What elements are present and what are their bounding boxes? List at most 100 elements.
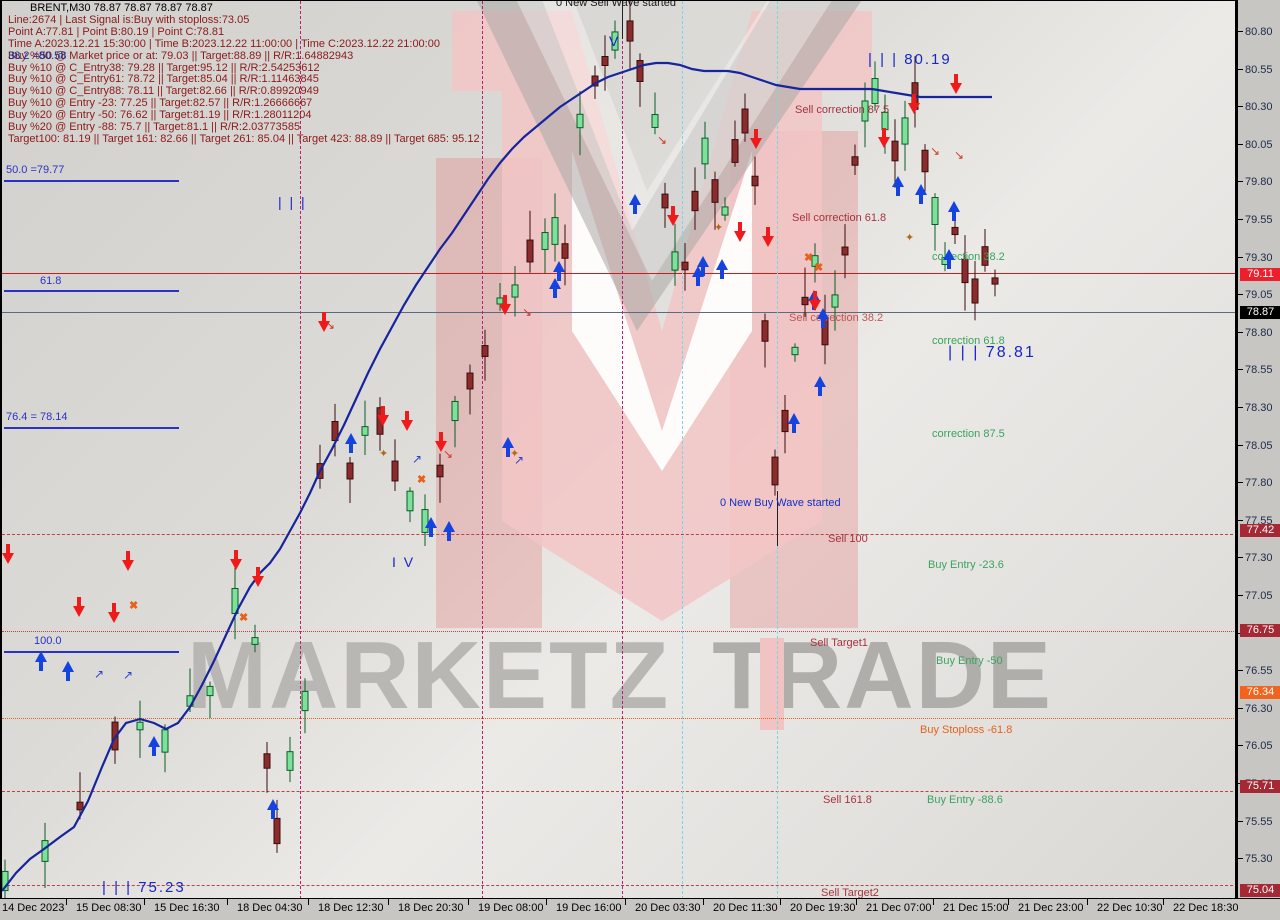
buy-signal-arrow-stem	[952, 211, 956, 221]
sell-signal-arrow	[230, 559, 242, 570]
vline-dark	[622, 1, 623, 39]
buy-signal-arrow-stem	[429, 527, 433, 537]
sell-signal-arrow	[750, 138, 762, 149]
cross-marker-icon: ✖	[239, 612, 249, 624]
sell-signal-arrow	[2, 553, 14, 564]
sell-signal-arrow-stem	[439, 432, 443, 442]
buy-outline-arrow-icon: ↗	[123, 668, 134, 682]
price-tick: 76.55	[1238, 665, 1280, 677]
sell-signal-arrow-stem	[954, 74, 958, 84]
time-tick-sep	[1008, 899, 1009, 905]
price-tick: 80.55	[1238, 64, 1280, 76]
wave-label-iv: I V	[392, 554, 416, 570]
buy-signal-arrow	[345, 433, 357, 444]
header-overlap-text: 38.2 =80.58	[8, 49, 67, 62]
time-tick: 21 Dec 23:00	[1018, 902, 1084, 914]
watermark-bar	[760, 638, 784, 730]
sell-outline-arrow-icon: ↘	[325, 318, 336, 332]
sell-signal-arrow	[73, 606, 85, 617]
header-line-1: Point A:77.81 | Point B:80.19 | Point C:…	[8, 25, 225, 38]
chart-header-info: BRENT,M30 78.87 78.87 78.87 78.87 Line:2…	[8, 2, 480, 146]
price-axis[interactable]: 80.80 80.55 80.30 80.05 79.80 79.55 79.30 79.05…	[1236, 0, 1280, 898]
annotation-correction-618: correction 61.8	[932, 335, 1005, 347]
time-tick-sep	[144, 899, 145, 905]
price-tag-76-34: 76.34	[1240, 686, 1280, 699]
fib-label-764: 76.4 = 78.14	[6, 411, 68, 423]
annotation-sell-1618: Sell 161.8	[823, 794, 872, 806]
buy-signal-arrow	[892, 176, 904, 187]
header-line-10: Target100: 81.19 || Target 161: 82.66 ||…	[8, 132, 480, 145]
buy-signal-arrow-stem	[896, 186, 900, 196]
annotation-buy-entry-50: Buy Entry -50	[936, 655, 1003, 667]
price-tag-77-42: 77.42	[1240, 524, 1280, 537]
time-axis[interactable]: 14 Dec 2023 15 Dec 08:30 15 Dec 16:30 18 De…	[0, 898, 1280, 920]
sell-signal-arrow	[950, 83, 962, 94]
price-tick: 78.55	[1238, 364, 1280, 376]
wave-label-7881: | | | 78.81	[948, 344, 1036, 361]
annotation-correction-875: correction 87.5	[932, 428, 1005, 440]
time-tick: 18 Dec 20:30	[398, 902, 464, 914]
buy-outline-arrow-icon: ↗	[412, 452, 423, 466]
fib-label-618: 61.8	[40, 275, 62, 287]
sell-outline-arrow-icon: ↘	[954, 148, 965, 162]
star-marker-icon: ✦	[510, 448, 520, 460]
level-line-sell1618	[2, 791, 1236, 792]
sell-signal-arrow-stem	[234, 550, 238, 560]
buy-signal-arrow	[716, 259, 728, 270]
time-tick: 22 Dec 18:30	[1173, 902, 1239, 914]
time-tick: 20 Dec 19:30	[790, 902, 856, 914]
time-tick: 22 Dec 10:30	[1097, 902, 1163, 914]
price-tick: 78.05	[1238, 440, 1280, 452]
sell-signal-arrow-stem	[503, 295, 507, 305]
cross-marker-icon: ✖	[814, 262, 824, 274]
vline-cyan	[777, 1, 778, 898]
annotation-sell-correction-875: Sell correction 87.5	[795, 104, 890, 116]
buy-signal-arrow-stem	[818, 386, 822, 396]
time-tick: 18 Dec 12:30	[318, 902, 384, 914]
brand-logo-watermark	[422, 1, 902, 621]
sell-signal-arrow-stem	[381, 406, 385, 416]
annotation-sell-100: Sell 100	[828, 533, 868, 545]
annotation-new-sell-wave: 0 New Sell Wave started	[556, 0, 677, 9]
sell-signal-arrow-stem	[813, 291, 817, 301]
buy-signal-arrow-stem	[506, 447, 510, 457]
time-tick: 21 Dec 15:00	[943, 902, 1009, 914]
buy-signal-arrow	[502, 437, 514, 448]
buy-signal-arrow-stem	[633, 204, 637, 214]
price-tag-75-71: 75.71	[1240, 780, 1280, 793]
sell-signal-arrow-stem	[112, 603, 116, 613]
annotation-sell-target1: Sell Target1	[810, 637, 868, 649]
sell-outline-arrow-icon: ↘	[443, 447, 454, 461]
buy-signal-arrow	[817, 308, 829, 319]
time-tick-sep	[66, 899, 67, 905]
price-tick: 75.30	[1238, 853, 1280, 865]
star-marker-icon: ✦	[379, 448, 389, 460]
buy-signal-arrow-stem	[447, 531, 451, 541]
vline-cyan	[682, 1, 683, 898]
watermark-brand: MARKETZ TRADE	[187, 621, 1117, 731]
time-tick: 15 Dec 16:30	[154, 902, 220, 914]
sell-signal-arrow-stem	[322, 312, 326, 322]
sell-signal-arrow-stem	[405, 411, 409, 421]
chart-plot-area[interactable]: MARKETZ TRADE 0 New Sell Wave	[0, 0, 1236, 898]
price-tick: 78.30	[1238, 402, 1280, 414]
time-tick: 18 Dec 04:30	[237, 902, 303, 914]
level-line-resistance-red	[2, 273, 1236, 274]
time-tick-sep	[1163, 899, 1164, 905]
fib-label-100: 100.0	[34, 635, 62, 647]
buy-signal-arrow-stem	[557, 271, 561, 281]
wave-label-8019: | | | 80.19	[868, 51, 952, 68]
time-tick-sep	[856, 899, 857, 905]
buy-signal-arrow	[35, 651, 47, 662]
sell-outline-arrow-icon: ↘	[522, 305, 533, 319]
sell-signal-arrow-stem	[766, 227, 770, 237]
price-tick: 77.80	[1238, 477, 1280, 489]
buy-signal-arrow	[692, 266, 704, 277]
sell-signal-arrow-stem	[256, 567, 260, 577]
sell-signal-arrow	[762, 236, 774, 247]
time-tick-sep	[546, 899, 547, 905]
buy-signal-arrow-stem	[947, 259, 951, 269]
time-tick-sep	[1087, 899, 1088, 905]
fib-label-50: 50.0 =79.77	[6, 164, 65, 176]
